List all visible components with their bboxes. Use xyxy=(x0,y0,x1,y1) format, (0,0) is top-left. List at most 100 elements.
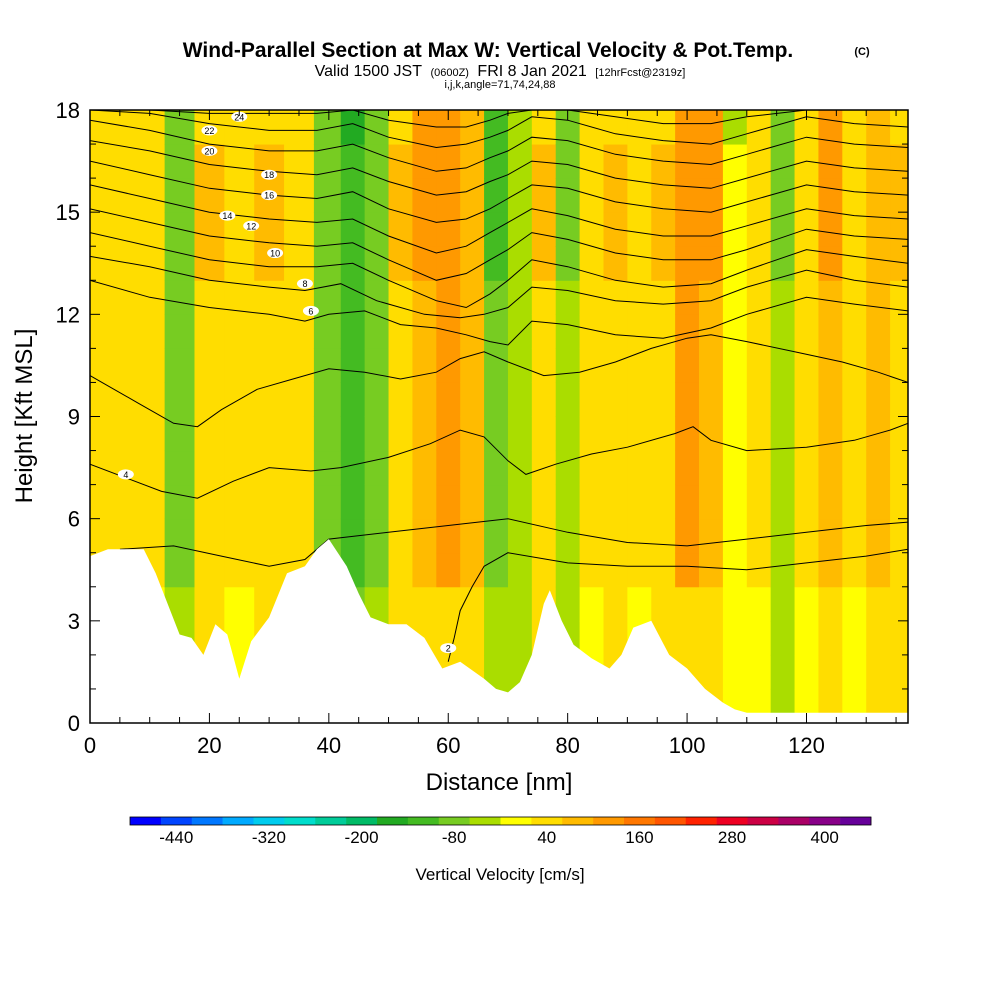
chart-subtitle: Valid 1500 JST (0600Z) FRI 8 Jan 2021 [1… xyxy=(315,63,686,80)
field-cell xyxy=(890,348,908,383)
colorbar-swatch xyxy=(562,817,594,825)
field-cell xyxy=(746,416,772,452)
field-cell xyxy=(770,178,796,213)
field-cell xyxy=(818,144,843,179)
x-tick-label: 20 xyxy=(197,733,221,758)
field-cell xyxy=(555,450,581,486)
field-cell xyxy=(555,586,581,622)
theta-line xyxy=(90,208,908,281)
field-cell xyxy=(603,280,628,315)
theta-label: 12 xyxy=(246,221,256,231)
field-cell xyxy=(284,416,315,452)
field-cell xyxy=(746,144,772,179)
field-cell xyxy=(484,484,509,520)
x-tick-label: 0 xyxy=(84,733,96,758)
field-cell xyxy=(164,552,195,588)
field-cell xyxy=(627,518,652,554)
field-cell xyxy=(651,450,676,486)
field-cell xyxy=(412,144,437,179)
field-cell xyxy=(531,314,557,349)
field-cell xyxy=(90,416,106,452)
field-cell xyxy=(842,314,867,349)
field-cell xyxy=(818,382,843,417)
field-cell xyxy=(866,178,891,213)
field-cell xyxy=(603,518,628,554)
theta-label-bg xyxy=(440,643,457,654)
field-cell xyxy=(364,348,390,383)
colorbar-swatch xyxy=(685,817,717,825)
y-tick-label: 18 xyxy=(56,98,80,123)
field-cell xyxy=(651,110,676,145)
field-cell xyxy=(818,586,843,622)
field-cell xyxy=(794,314,819,349)
subtitle-valid: Valid 1500 JST xyxy=(315,63,423,80)
field-cell xyxy=(603,552,628,588)
field-cell xyxy=(224,144,255,179)
field-cell xyxy=(818,518,843,554)
field-cell xyxy=(507,620,533,656)
theta-label: 8 xyxy=(302,279,307,289)
field-cell xyxy=(90,280,106,315)
field-cell xyxy=(412,552,437,588)
field-cell xyxy=(194,518,225,554)
field-cell xyxy=(818,212,843,247)
field-cell xyxy=(194,246,225,281)
field-cell xyxy=(460,552,485,588)
field-cell xyxy=(794,178,819,213)
field-cell xyxy=(890,382,908,417)
field-cell xyxy=(770,348,796,383)
field-cell xyxy=(134,484,166,520)
plot-area xyxy=(90,110,908,723)
field-cell xyxy=(90,144,106,179)
field-cell xyxy=(284,246,315,281)
field-cell xyxy=(651,246,676,281)
field-cell xyxy=(627,416,652,452)
field-cell xyxy=(313,382,342,417)
field-cell xyxy=(651,382,676,417)
field-cell xyxy=(412,586,437,622)
colorbar-swatch xyxy=(716,817,748,825)
field-cell xyxy=(699,484,724,520)
theta-line xyxy=(90,422,908,499)
theta-contours xyxy=(90,110,908,662)
field-cell xyxy=(890,110,908,145)
field-cell xyxy=(890,484,908,520)
field-cell xyxy=(104,416,136,452)
field-cell xyxy=(284,484,315,520)
field-cell xyxy=(675,620,700,656)
field-cell xyxy=(770,654,796,690)
field-cell xyxy=(746,450,772,486)
field-cell xyxy=(164,450,195,486)
field-cell xyxy=(134,212,166,247)
field-cell xyxy=(460,178,485,213)
field-cell xyxy=(722,314,748,349)
field-cell xyxy=(164,144,195,179)
theta-line xyxy=(90,255,908,319)
field-cell xyxy=(364,212,390,247)
field-cell xyxy=(460,586,485,622)
field-cell xyxy=(224,450,255,486)
field-cell xyxy=(194,416,225,452)
field-cell xyxy=(818,620,843,656)
colorbar-swatch xyxy=(624,817,656,825)
field-cell xyxy=(224,586,255,622)
field-cell xyxy=(794,620,819,656)
field-cell xyxy=(842,654,867,690)
field-cell xyxy=(531,280,557,315)
field-cell xyxy=(313,212,342,247)
field-cell xyxy=(436,450,461,486)
field-cell xyxy=(579,450,604,486)
theta-line xyxy=(90,232,908,309)
field-cell xyxy=(90,178,106,213)
field-cell xyxy=(284,450,315,486)
field-cell xyxy=(436,552,461,588)
theta-label-bg xyxy=(302,305,319,316)
field-cell xyxy=(531,348,557,383)
field-cell xyxy=(164,382,195,417)
colorbar-tick-label: -320 xyxy=(252,828,286,847)
field-cell xyxy=(364,450,390,486)
field-cell xyxy=(651,348,676,383)
field-cell xyxy=(460,484,485,520)
field-cell xyxy=(579,382,604,417)
field-cell xyxy=(254,484,285,520)
